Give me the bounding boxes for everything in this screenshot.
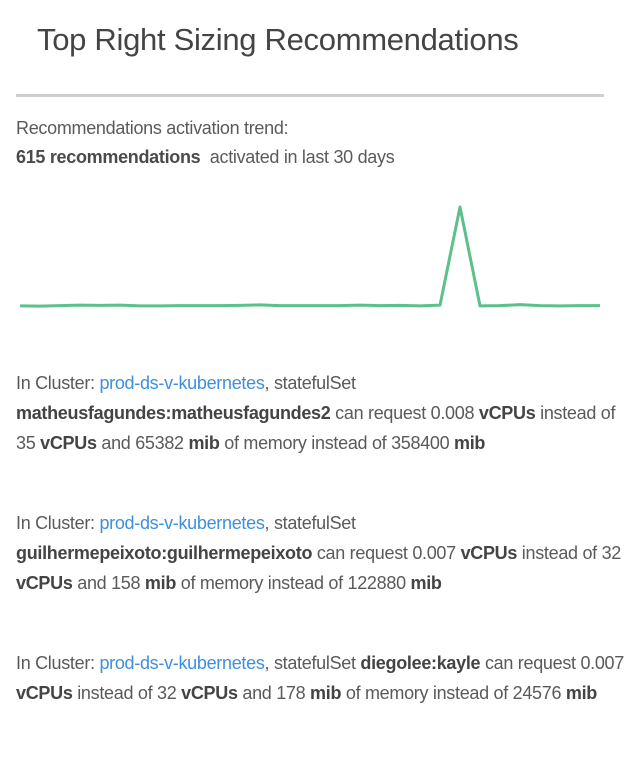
cpu-recommended: 0.008: [430, 403, 475, 423]
mem-recommended: 158: [111, 573, 141, 593]
trend-points: [19, 206, 601, 307]
cpu-current: 32: [601, 543, 622, 563]
cluster-link[interactable]: prod-ds-v-kubernetes: [99, 653, 265, 673]
text: of memory instead of: [224, 433, 387, 453]
mem-current: 122880: [347, 573, 407, 593]
divider: [16, 94, 604, 97]
unit-vcpus: vCPUs: [478, 403, 536, 423]
text: instead of: [540, 403, 616, 423]
unit-vcpus: vCPUs: [16, 683, 73, 703]
text: can request: [335, 403, 426, 423]
unit-mib: mib: [565, 683, 598, 703]
recommendation-item: In Cluster: prod-ds-v-kubernetes, statef…: [16, 653, 624, 703]
activation-trend-chart: [19, 205, 601, 308]
cpu-current: 32: [157, 683, 177, 703]
workload-name: matheusfagundes:matheusfagundes2: [16, 403, 331, 423]
unit-mib: mib: [188, 433, 220, 453]
workload-type: statefulSet: [273, 513, 356, 533]
unit-vcpus: vCPUs: [460, 543, 518, 563]
text: can request: [484, 653, 576, 673]
text: of memory instead of: [180, 573, 343, 593]
trend-line: [19, 205, 600, 308]
cluster-link[interactable]: prod-ds-v-kubernetes: [99, 513, 265, 533]
unit-vcpus: vCPUs: [181, 683, 238, 703]
workload-type: statefulSet: [273, 373, 356, 393]
cpu-recommended: 0.007: [412, 543, 456, 563]
workload-type: statefulSet: [273, 653, 356, 673]
text: and: [101, 433, 131, 453]
mem-current: 358400: [391, 433, 450, 453]
unit-mib: mib: [144, 573, 177, 593]
text: of memory instead of: [345, 683, 508, 703]
unit-mib: mib: [410, 573, 442, 593]
workload-name: guilhermepeixoto:guilhermepeixoto: [16, 543, 313, 563]
unit-vcpus: vCPUs: [40, 433, 97, 453]
recommendation-item: In Cluster: prod-ds-v-kubernetes, statef…: [16, 373, 616, 453]
text: instead of: [521, 543, 597, 563]
workload-name: diegolee:kayle: [360, 653, 481, 673]
cluster-link[interactable]: prod-ds-v-kubernetes: [99, 373, 265, 393]
trend-summary: Recommendations activation trend: 615 re…: [16, 114, 395, 172]
in-cluster-label: In Cluster:: [16, 513, 95, 533]
trend-suffix: activated in last 30 days: [209, 147, 395, 167]
trend-label: Recommendations activation trend:: [16, 118, 289, 138]
unit-mib: mib: [310, 683, 342, 703]
text: and: [242, 683, 272, 703]
cpu-current: 35: [16, 433, 36, 453]
page-title: Top Right Sizing Recommendations: [37, 22, 519, 57]
text: and: [77, 573, 107, 593]
mem-recommended: 178: [276, 683, 306, 703]
cpu-recommended: 0.007: [580, 653, 624, 673]
in-cluster-label: In Cluster:: [16, 653, 95, 673]
mem-recommended: 65382: [135, 433, 184, 453]
recommendation-item: In Cluster: prod-ds-v-kubernetes, statef…: [16, 513, 622, 593]
mem-current: 24576: [512, 683, 562, 703]
unit-mib: mib: [454, 433, 486, 453]
trend-count: 615 recommendations: [16, 147, 201, 167]
text: instead of: [77, 683, 153, 703]
unit-vcpus: vCPUs: [16, 573, 73, 593]
in-cluster-label: In Cluster:: [16, 373, 95, 393]
text: can request: [316, 543, 408, 563]
